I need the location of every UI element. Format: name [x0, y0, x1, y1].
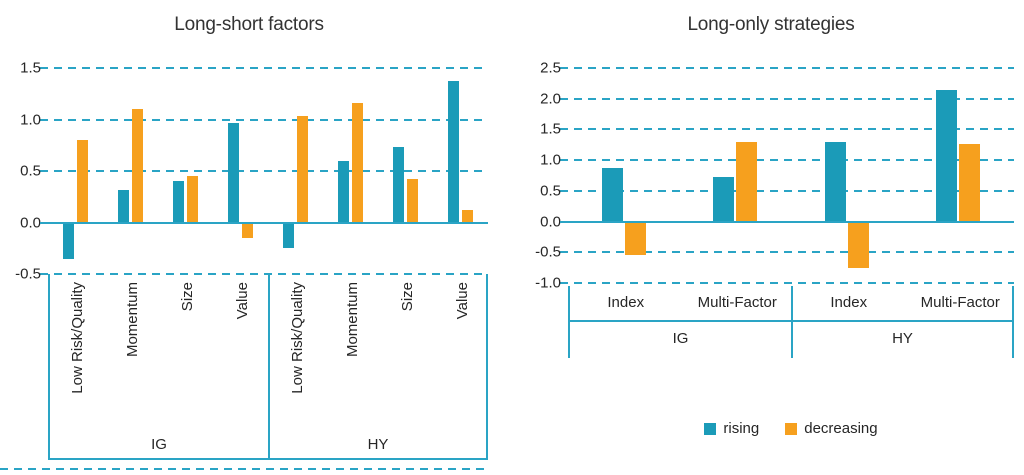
- zero-axis-line: [40, 221, 488, 224]
- category-label: Momentum: [343, 282, 361, 358]
- group-label: HY: [892, 330, 913, 347]
- bar-rising: [713, 177, 735, 222]
- category-label: Momentum: [123, 282, 141, 358]
- category-label: Low Risk/Quality: [288, 282, 306, 394]
- bar-decreasing: [352, 103, 363, 223]
- gridline: [560, 128, 1014, 131]
- gridline: [560, 251, 1014, 254]
- chart-title: Long-only strategies: [687, 14, 855, 35]
- axis-group-hy: Index Multi-Factor HY: [791, 286, 1014, 358]
- category-label: Index: [607, 294, 645, 311]
- cropped-gridline: [0, 468, 489, 470]
- bar-decreasing: [77, 140, 88, 223]
- category-label: Low Risk/Quality: [68, 282, 86, 394]
- bar-rising: [283, 222, 294, 249]
- bar-decreasing: [132, 109, 143, 223]
- plot-area: 2.5 2.0 1.5 1.0 0.5 0.0 -0.5 -1.0: [535, 60, 1014, 292]
- category-label: Multi-Factor: [697, 294, 777, 311]
- y-axis-tick-label: 0.5: [540, 182, 561, 200]
- bar-rising: [448, 81, 459, 223]
- category-axis: Low Risk/Quality Momentum Size Value IG Low R…: [48, 274, 488, 460]
- gridline: [40, 170, 488, 172]
- bar-decreasing: [462, 210, 473, 223]
- axis-level-separator: [568, 320, 1014, 322]
- legend: rising decreasing: [568, 420, 1014, 437]
- gridline: [40, 118, 488, 121]
- y-axis-tick-label: 1.5: [20, 59, 41, 77]
- bar-rising: [393, 147, 404, 223]
- bar-decreasing: [407, 179, 418, 223]
- chart-long-only-strategies: Long-only strategies 2.5 2.0 1.5 1.0 0.5 0.0 -…: [520, 8, 1022, 463]
- category-label: Size: [178, 282, 196, 312]
- gridline: [560, 97, 1014, 100]
- chart-long-short-factors: Long-short factors 1.5 1.0 0.5 0.0 -0.5 Low …: [8, 8, 490, 470]
- category-label: Value: [233, 282, 251, 320]
- bar-rising: [338, 160, 349, 223]
- bar-rising: [118, 189, 129, 223]
- bar-rising: [173, 181, 184, 223]
- gridline: [560, 67, 1014, 69]
- y-axis-tick-label: -0.5: [535, 243, 561, 261]
- bar-rising: [63, 222, 74, 259]
- y-axis-tick-label: 2.5: [540, 59, 561, 77]
- y-axis-tick-label: 2.0: [540, 90, 561, 108]
- bar-decreasing: [242, 222, 253, 238]
- y-axis-tick-label: 0.0: [540, 213, 561, 231]
- legend-label-rising: rising: [723, 420, 760, 437]
- group-label: HY: [367, 436, 389, 453]
- y-axis-tick-label: 1.0: [540, 151, 561, 169]
- bar-decreasing: [847, 221, 869, 268]
- y-axis-tick-label: 1.0: [20, 111, 41, 128]
- legend-item-rising: rising: [704, 420, 759, 437]
- y-axis-tick-label: 0.5: [20, 162, 41, 180]
- gridline: [40, 67, 488, 69]
- gridline: [40, 273, 488, 275]
- bar-rising: [601, 168, 623, 222]
- legend-swatch-rising: [704, 422, 717, 435]
- bar-decreasing: [187, 176, 198, 223]
- legend-label-decreasing: decreasing: [804, 420, 878, 437]
- bar-decreasing: [736, 141, 758, 222]
- category-label: Index: [830, 294, 868, 311]
- gridline: [560, 189, 1014, 192]
- category-label: Multi-Factor: [920, 294, 1000, 311]
- y-axis-tick-label: 1.5: [540, 120, 561, 138]
- axis-group-ig: Low Risk/Quality Momentum Size Value IG: [48, 274, 268, 460]
- group-label: IG: [151, 436, 167, 453]
- bar-rising: [824, 141, 846, 222]
- legend-item-decreasing: decreasing: [785, 420, 878, 437]
- zero-axis-line: [560, 220, 1014, 223]
- y-axis-tick-label: 0.0: [20, 214, 41, 231]
- bar-decreasing: [297, 116, 308, 223]
- gridline: [560, 159, 1014, 162]
- y-axis-tick-label: -1.0: [535, 274, 561, 292]
- gridline: [560, 282, 1014, 284]
- legend-swatch-decreasing: [785, 422, 798, 435]
- bar-decreasing: [624, 221, 646, 256]
- bar-rising: [936, 89, 958, 222]
- axis-group-ig: Index Multi-Factor IG: [568, 286, 791, 358]
- plot-area: 1.5 1.0 0.5 0.0 -0.5: [15, 60, 488, 283]
- axis-group-hy: Low Risk/Quality Momentum Size Value HY: [268, 274, 488, 460]
- group-label: IG: [672, 330, 689, 347]
- category-axis: Index Multi-Factor IG Index Multi-Factor HY: [568, 286, 1014, 358]
- category-label: Value: [453, 282, 471, 320]
- category-label: Size: [398, 282, 416, 312]
- bar-rising: [228, 122, 239, 223]
- y-axis-tick-label: -0.5: [15, 265, 41, 283]
- bar-decreasing: [959, 143, 981, 222]
- chart-title: Long-short factors: [174, 14, 324, 35]
